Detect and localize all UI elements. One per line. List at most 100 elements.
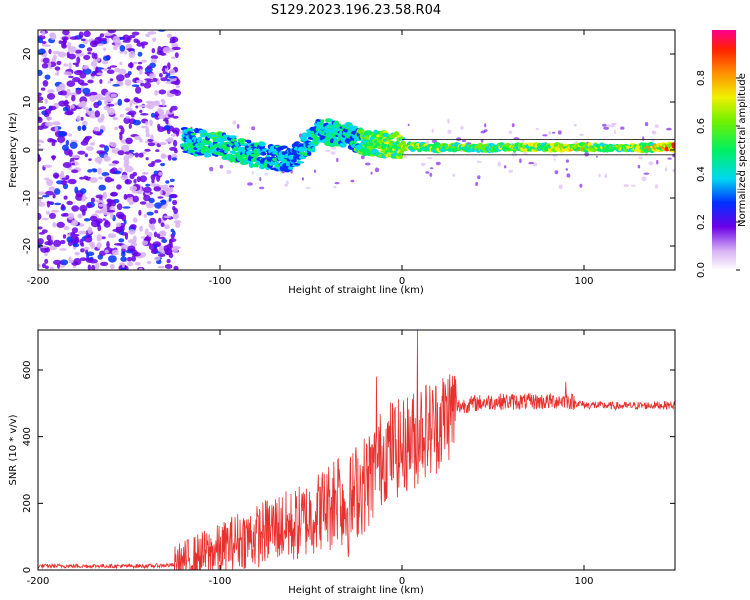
spectrogram-cell (108, 163, 117, 167)
spectrogram-cell (47, 239, 54, 246)
spectrogram-cell (533, 162, 538, 167)
spectrogram-cell (102, 191, 108, 200)
spectrogram-cell (528, 161, 535, 165)
spectrogram-cell (120, 256, 127, 262)
spectrogram-cell (123, 117, 131, 124)
spectrogram-cell (110, 192, 118, 197)
spectrogram-cell (598, 173, 601, 178)
spectrogram-cell (151, 179, 155, 184)
spectrogram-cell (114, 67, 121, 73)
spectrogram-cell (160, 205, 167, 209)
spectrogram-ridge-cell (398, 155, 403, 159)
spectrogram-ridge-cell (307, 151, 312, 156)
spectrogram-cell (80, 140, 89, 146)
spectrogram-cell (508, 169, 513, 173)
spectrogram-cell (49, 266, 55, 270)
spectrogram-cell (152, 77, 158, 82)
spectrogram-ridge-cell (296, 161, 305, 164)
spectrogram-cell (121, 144, 130, 152)
spectrogram-cell (140, 41, 149, 46)
spectrogram-cell (630, 184, 636, 187)
spectrogram-cell (161, 68, 166, 72)
spectrogram-cell (147, 142, 156, 147)
spectrogram-cell (79, 176, 85, 180)
spectrogram-cell (74, 251, 80, 256)
snr-y-label: SNR (10 * v/v) (8, 414, 19, 485)
snr-y-ticks: 0 200 400 600 (22, 360, 675, 573)
spectrogram-cell (644, 122, 649, 127)
spectrogram-cell (168, 241, 173, 248)
spectrogram-cell (164, 224, 170, 230)
spectrogram-cell (135, 86, 142, 94)
spectrogram-cell (172, 127, 181, 135)
spectrogram-cell (178, 130, 183, 135)
spectrogram-cell (95, 262, 100, 270)
spectrogram-cell (165, 180, 170, 184)
spectrogram-cell (154, 210, 159, 214)
spectrogram-cell (156, 233, 161, 239)
spectrogram-cell (154, 159, 162, 163)
spectrogram-cell (71, 227, 79, 234)
spectrogram-cell (118, 238, 125, 243)
spectrogram-cell (41, 63, 49, 69)
spectrogram-cell (461, 139, 467, 143)
spectrogram-cell (168, 252, 174, 259)
spectrogram-cell (38, 197, 42, 203)
spectrogram-cell (82, 65, 88, 70)
spectrogram-cell (66, 200, 73, 206)
spectrogram-cell (89, 215, 98, 222)
spectrogram-cell (149, 73, 156, 79)
spectrogram-cell (42, 57, 50, 64)
spectrogram-cell (38, 238, 44, 245)
spectrogram-cell (71, 94, 76, 102)
spectrogram-cell (44, 251, 48, 257)
spectrogram-cell (558, 184, 563, 190)
spectrogram-cell (38, 96, 44, 102)
spectrogram-cell (38, 226, 43, 230)
spectrogram-ridge-cell (311, 146, 316, 153)
spectrogram-cell (171, 46, 181, 51)
spectrogram-cell (190, 126, 193, 130)
spectrogram-cell (124, 73, 131, 78)
colorbar-tick-label: 0.0 (696, 262, 707, 278)
spectrogram-cell (57, 131, 67, 137)
spectrogram-cell (98, 176, 104, 180)
spectrogram-cell (157, 107, 163, 114)
spectrogram-cell (166, 128, 171, 135)
spectrogram-cell (259, 177, 262, 182)
snr-series-line (38, 330, 675, 570)
spectrogram-cell (648, 161, 654, 166)
spectrogram-cell (160, 99, 165, 103)
spectrogram-cell (79, 204, 88, 213)
spectrogram-cell (38, 48, 46, 55)
spectrogram-cell (91, 52, 96, 59)
spectrogram-cell (87, 264, 92, 270)
spectrogram-cell (91, 264, 96, 270)
spectrogram-cell (171, 157, 177, 161)
spectrogram-cell (144, 228, 149, 236)
spectrogram-cell (134, 135, 142, 140)
spectrogram-cell (117, 150, 125, 156)
spectrogram-cell (38, 107, 43, 110)
spectrogram-cell (110, 93, 117, 98)
spectrogram-cell (119, 114, 124, 118)
spectrogram-cell (132, 217, 138, 223)
spectrogram-cell (131, 255, 137, 262)
spectrogram-cell (56, 60, 62, 66)
spectrogram-cell (150, 134, 154, 140)
spectrogram-cell (129, 173, 135, 180)
spectrogram-cell (80, 116, 84, 121)
spectrogram-cell (172, 199, 178, 206)
spectrogram-cell (140, 125, 149, 129)
spectrogram-cell (61, 180, 67, 186)
spectrogram-cell (154, 256, 161, 261)
spectrogram-cell (519, 158, 522, 163)
spectrogram-cell (557, 130, 562, 135)
spectrogram-cell (49, 105, 57, 111)
spectrogram-cell (166, 259, 171, 264)
spectrogram-cell (403, 155, 408, 159)
spectrogram-cell (163, 125, 171, 130)
spectrogram-cell (305, 186, 311, 190)
spectrogram-cell (175, 222, 181, 228)
